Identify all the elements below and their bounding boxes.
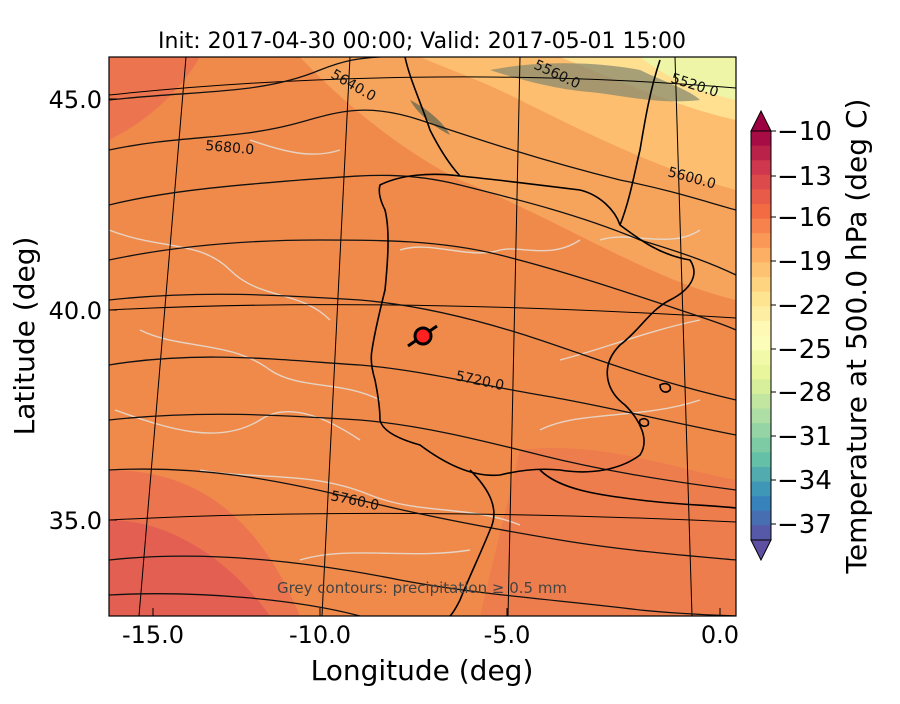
colorbar-tick-label: −25 [777,335,832,365]
x-axis-label: Longitude (deg) [311,654,534,687]
colorbar-band [751,174,771,190]
colorbar-band [751,189,771,205]
colorbar-band [751,277,771,293]
colorbar-band [751,481,771,497]
colorbar-band [751,160,771,176]
colorbar-band [751,452,771,468]
colorbar-tick-label: −31 [777,422,832,452]
colorbar-band [751,408,771,424]
x-axis: -15.0 -10.0 -5.0 0.0 Longitude (deg) [122,608,739,687]
colorbar-frame [750,130,772,541]
colorbar-band [751,204,771,220]
colorbar-band [751,247,771,263]
colorbar-tick-label: −34 [777,466,832,496]
colorbar-band [751,364,771,380]
contour-label-5680: 5680.0 [205,138,255,158]
location-marker [407,324,438,348]
colorbar-tick-label: −10 [777,117,832,147]
colorbar-band [751,379,771,395]
colorbar: −10 −13 −16 −19 −22 −25 −28 −31 −34 −37 [750,109,832,562]
colorbar-tick-label: −13 [777,162,832,192]
x-tick-label: -15.0 [122,621,184,649]
colorbar-tick-label: −22 [777,291,832,321]
colorbar-extend-bottom [750,539,772,562]
coldest-zone-northeast [640,57,736,100]
colorbar-band [751,466,771,483]
colorbar-band [751,291,771,307]
precipitation-note: Grey contours: precipitation ≥ 0.5 mm [277,579,567,597]
colorbar-band [751,510,771,526]
colorbar-band [751,145,771,161]
terrain-shading [490,63,700,102]
colorbar-band [751,262,771,278]
colorbar-band [751,350,771,366]
y-axis: 45.0 40.0 35.0 Latitude (deg) [8,86,117,535]
colorbar-band [751,306,771,322]
y-axis-label: Latitude (deg) [8,237,41,436]
colorbar-band [751,393,771,410]
coastline [370,57,736,616]
x-tick-label: 0.0 [701,621,739,649]
colorbar-band [751,320,771,336]
colorbar-tick-label: −28 [777,378,832,408]
colorbar-label: Temperature at 500.0 hPa (deg C) [840,99,873,575]
warm-zone-northwest [109,57,200,140]
map-frame [108,56,737,617]
location-marker-dot [413,326,433,346]
colorbar-tick-label: −19 [777,247,832,277]
y-tick-label: 45.0 [49,86,102,114]
colorbar-band [751,525,771,541]
colorbar-band [751,423,771,439]
x-tick-label: -10.0 [289,621,351,649]
colorbar-tick-label: −16 [777,203,832,233]
y-tick-label: 35.0 [49,507,102,535]
x-tick-label: -5.0 [484,621,531,649]
hot-zone-southwest [109,520,270,616]
colorbar-band [751,496,771,512]
graticule [109,57,736,616]
chart-title: Init: 2017-04-30 00:00; Valid: 2017-05-0… [158,29,686,54]
colorbar-band [751,131,771,147]
colorbar-extend-top [750,109,772,132]
colorbar-band [751,218,771,234]
height-contours [109,57,736,616]
map-area: 5560.0 5520.0 5640.0 5680.0 5600.0 5720.… [109,57,736,616]
colorbar-band [751,437,771,453]
colorbar-band [751,233,771,249]
colorbar-band [751,335,771,351]
y-tick-label: 40.0 [49,297,102,325]
colorbar-tick-label: −37 [777,510,832,540]
warm-zone-southeast [480,447,736,616]
